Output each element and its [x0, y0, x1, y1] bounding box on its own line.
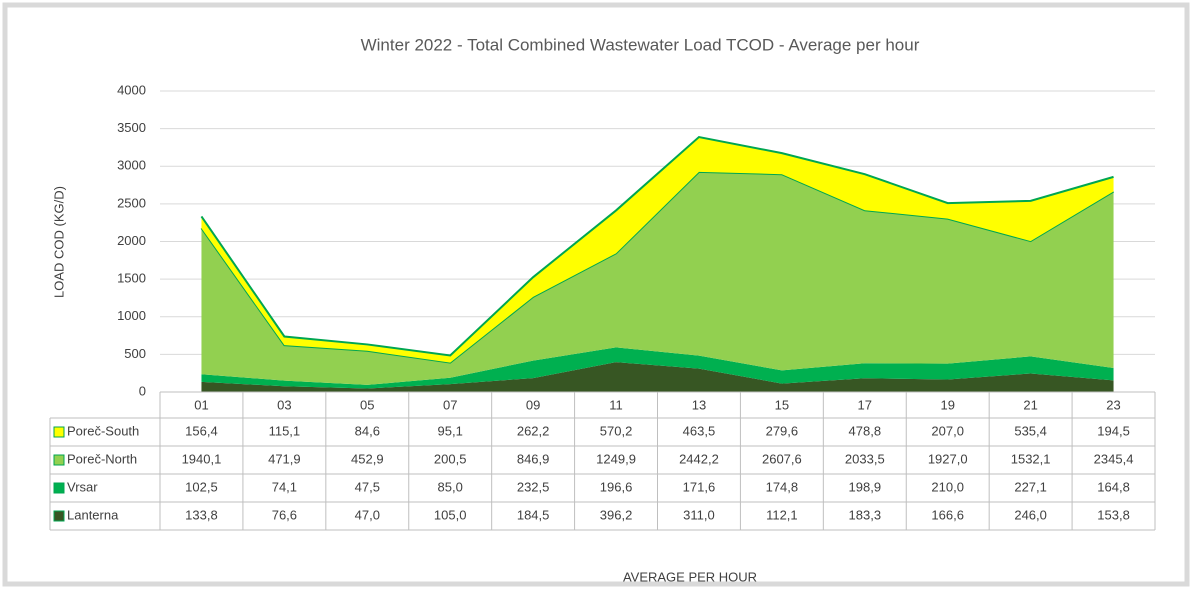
table-value: 95,1: [438, 423, 463, 438]
table-value: 478,8: [849, 423, 882, 438]
table-value: 166,6: [931, 507, 964, 522]
area: [201, 362, 1114, 392]
x-axis-title: AVERAGE PER HOUR: [623, 569, 757, 584]
area-edge: [200, 135, 1114, 357]
legend-swatch: [53, 426, 65, 438]
table-value: 198,9: [849, 479, 882, 494]
table-value: 2345,4: [1094, 451, 1134, 466]
table-value: 112,1: [766, 507, 798, 522]
x-tick-label: 21: [1023, 397, 1037, 412]
y-tick-label: 2500: [117, 195, 146, 210]
table-value: 227,1: [1014, 479, 1047, 494]
legend-swatch: [53, 482, 65, 494]
table-value: 452,9: [351, 451, 384, 466]
table-value: 396,2: [600, 507, 633, 522]
table-value: 133,8: [185, 507, 218, 522]
table-value: 535,4: [1014, 423, 1047, 438]
table-value: 84,6: [355, 423, 380, 438]
y-tick-label: 2000: [117, 233, 146, 248]
table-value: 102,5: [185, 479, 218, 494]
x-tick-label: 07: [443, 397, 457, 412]
table-value: 846,9: [517, 451, 550, 466]
table-value: 1940,1: [182, 451, 222, 466]
table-value: 85,0: [438, 479, 463, 494]
x-tick-label: 23: [1106, 397, 1120, 412]
table-value: 183,3: [849, 507, 882, 522]
area: [201, 137, 1114, 363]
x-tick-label: 17: [858, 397, 872, 412]
table-value: 2607,6: [762, 451, 802, 466]
y-tick-label: 3500: [117, 120, 146, 135]
table-value: 174,8: [766, 479, 799, 494]
x-tick-label: 11: [609, 397, 623, 412]
x-tick-label: 19: [940, 397, 954, 412]
x-tick-label: 05: [360, 397, 374, 412]
table-value: 262,2: [517, 423, 550, 438]
table-value: 232,5: [517, 479, 550, 494]
legend-swatch: [53, 454, 65, 466]
y-axis-title: LOAD COD (KG/D): [51, 186, 66, 298]
y-tick-label: 500: [124, 346, 146, 361]
table-value: 2033,5: [845, 451, 885, 466]
legend-label: Vrsar: [67, 479, 98, 494]
table-value: 471,9: [268, 451, 301, 466]
area: [201, 171, 1114, 385]
table-value: 311,0: [683, 507, 715, 522]
chart-title: Winter 2022 - Total Combined Wastewater …: [361, 35, 920, 54]
legend-label: Lanterna: [67, 507, 119, 522]
table-value: 1927,0: [928, 451, 968, 466]
table-value: 279,6: [766, 423, 799, 438]
table-value: 171,6: [683, 479, 716, 494]
y-tick-label: 1000: [117, 308, 146, 323]
y-tick-label: 4000: [117, 82, 146, 97]
table-value: 200,5: [434, 451, 467, 466]
table-value: 570,2: [600, 423, 633, 438]
table-value: 207,0: [931, 423, 964, 438]
table-value: 76,6: [272, 507, 297, 522]
table-value: 105,0: [434, 507, 467, 522]
table-value: 1532,1: [1011, 451, 1051, 466]
legend-label: Poreč-North: [67, 451, 137, 466]
x-tick-label: 15: [775, 397, 789, 412]
table-value: 74,1: [272, 479, 297, 494]
table-value: 156,4: [185, 423, 218, 438]
table-value: 47,0: [355, 507, 380, 522]
table-value: 2442,2: [679, 451, 719, 466]
legend-label: Poreč-South: [67, 423, 139, 438]
table-value: 115,1: [269, 423, 301, 438]
table-value: 184,5: [517, 507, 550, 522]
y-tick-label: 0: [139, 383, 146, 398]
table-value: 194,5: [1097, 423, 1130, 438]
area: [201, 347, 1114, 389]
table-value: 1249,9: [596, 451, 636, 466]
table-value: 164,8: [1097, 479, 1130, 494]
table-value: 246,0: [1014, 507, 1047, 522]
y-tick-label: 1500: [117, 271, 146, 286]
x-tick-label: 09: [526, 397, 540, 412]
x-tick-label: 13: [692, 397, 706, 412]
table-value: 210,0: [931, 479, 964, 494]
y-tick-label: 3000: [117, 158, 146, 173]
x-tick-label: 01: [194, 397, 208, 412]
table-value: 47,5: [355, 479, 380, 494]
table-value: 196,6: [600, 479, 633, 494]
x-tick-label: 03: [277, 397, 291, 412]
legend-swatch: [53, 510, 65, 522]
table-value: 463,5: [683, 423, 716, 438]
table-value: 153,8: [1097, 507, 1130, 522]
